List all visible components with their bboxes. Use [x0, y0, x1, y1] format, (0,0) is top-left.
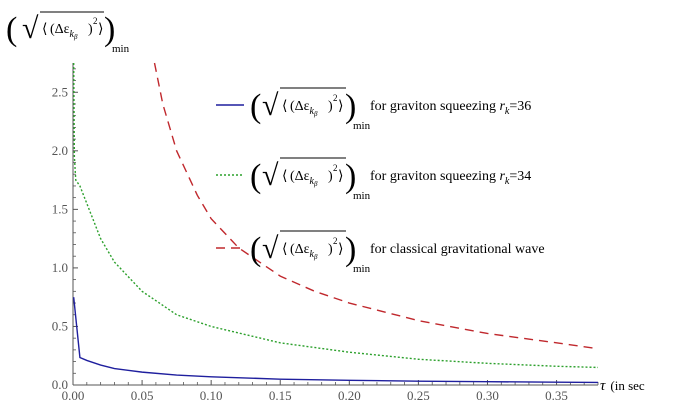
legend-expr-body: (Δεkβ	[290, 242, 318, 261]
y-tick-label: 1.5	[52, 201, 68, 216]
y-tick-label: 2.0	[52, 143, 68, 158]
legend-expr-sqrt: √	[262, 232, 279, 265]
x-label-symbol: τ	[600, 378, 606, 394]
y-axis-label: ( √ ⟨ (Δεkβ ) 2 ⟩ ) min	[6, 11, 130, 55]
svg-text:(Δεkβ: (Δεkβ	[50, 22, 78, 41]
legend-expr-sup: 2	[333, 93, 338, 103]
y-label-sup: 2	[93, 16, 98, 26]
legend-expr-angle-left: ⟨	[282, 242, 287, 257]
legend-expr-suffix: min	[353, 263, 371, 275]
legend-expr-left-paren: (	[250, 88, 261, 125]
legend-expr-angle-left: ⟨	[282, 99, 287, 114]
series-line-3	[153, 62, 599, 350]
legend-expr-sup: 2	[333, 163, 338, 173]
x-ticks: 0.00 0.05 0.10 0.15 0.20 0.25 0.30 0.35	[62, 380, 599, 403]
x-label-unit: (in sec	[610, 378, 645, 393]
legend-expr-body: (Δεkβ	[290, 169, 318, 188]
legend-expr-angle-right: ⟩	[338, 169, 343, 184]
y-ticks: 0.0 0.5 1.0 1.5 2.0 2.5	[52, 68, 78, 392]
legend-expr-sqrt: √	[262, 89, 279, 122]
legend-expr-angle-right: ⟩	[338, 99, 343, 114]
y-tick-label: 2.5	[52, 84, 68, 99]
y-label-sqrt-sign: √	[22, 12, 39, 45]
y-label-angle-right: ⟩	[98, 22, 103, 37]
legend-expr-left-paren: (	[250, 231, 261, 268]
y-label-close-paren: )	[88, 22, 93, 37]
legend-expr-right-paren: )	[345, 231, 356, 268]
legend-expr-body: (Δεkβ	[290, 99, 318, 118]
legend-expr-sup: 2	[333, 236, 338, 246]
x-tick-label: 0.35	[545, 388, 568, 403]
x-tick-label: 0.30	[476, 388, 499, 403]
legend-expr-left-paren: (	[250, 158, 261, 195]
y-label-base: (Δε	[50, 22, 70, 37]
x-tick-label: 0.00	[62, 388, 85, 403]
legend-expr-close-paren: )	[328, 242, 333, 257]
x-tick-label: 0.10	[200, 388, 223, 403]
legend-label-2: for graviton squeezing rk=34	[370, 169, 531, 187]
legend-expr-suffix: min	[353, 190, 371, 202]
x-tick-label: 0.15	[269, 388, 292, 403]
x-tick-label: 0.05	[131, 388, 154, 403]
series-group	[72, 62, 599, 384]
y-label-sub-beta: β	[73, 33, 78, 41]
y-tick-label: 0.0	[52, 377, 68, 392]
legend-expr-suffix: min	[353, 120, 371, 132]
legend-expr-angle-right: ⟩	[338, 242, 343, 257]
y-label-right-paren: )	[104, 11, 115, 48]
x-tick-label: 0.20	[338, 388, 361, 403]
y-label-suffix: min	[112, 43, 130, 55]
legend-expr-sqrt: √	[262, 159, 279, 192]
x-tick-label: 0.25	[407, 388, 430, 403]
y-tick-label: 0.5	[52, 318, 68, 333]
y-label-left-paren: (	[6, 11, 17, 48]
legend-expr-close-paren: )	[328, 169, 333, 184]
series-line-1	[72, 297, 599, 384]
legend-expr-close-paren: )	[328, 99, 333, 114]
y-tick-label: 1.0	[52, 260, 68, 275]
legend-expr-angle-left: ⟨	[282, 169, 287, 184]
x-axis-label: τ (in sec	[600, 378, 645, 394]
legend-expr-right-paren: )	[345, 158, 356, 195]
legend-label-1: for graviton squeezing rk=36	[370, 99, 531, 117]
legend-label-3: for classical gravitational wave	[370, 242, 545, 257]
y-label-sub-k: k	[70, 29, 75, 40]
y-label-angle-left: ⟨	[42, 22, 47, 37]
legend-expr-right-paren: )	[345, 88, 356, 125]
series-line-2	[72, 62, 599, 369]
